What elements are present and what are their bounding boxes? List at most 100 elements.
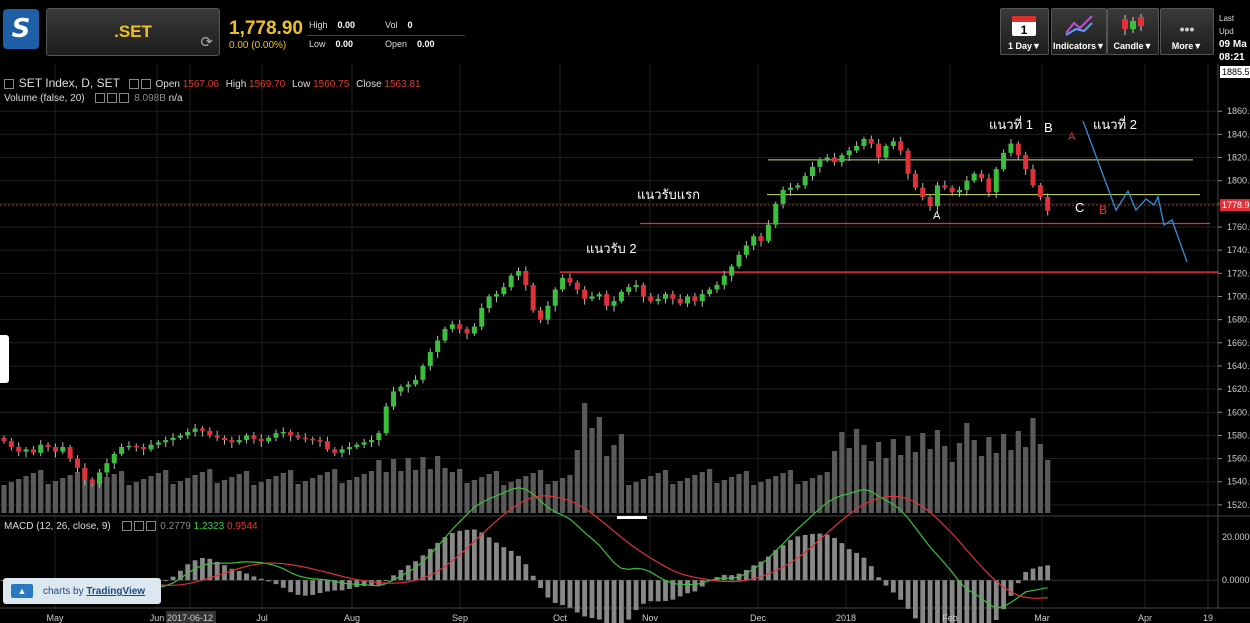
close-icon[interactable] [140, 79, 151, 90]
macd-histogram-bar [574, 580, 580, 613]
volume-bar [898, 455, 904, 513]
axis-top-badge [1220, 66, 1250, 78]
macd-histogram-bar [552, 580, 558, 603]
macd-histogram-bar [971, 580, 977, 623]
macd-histogram-bar [589, 580, 595, 619]
candle [596, 294, 602, 297]
tradingview-badge[interactable]: ▲ charts by TradingView [3, 578, 161, 604]
collapse-icon[interactable] [4, 79, 14, 90]
macd-histogram-bar [516, 555, 521, 581]
interval-button[interactable]: 1 1 Day▼ [1000, 8, 1049, 55]
macd-histogram-bar [1045, 565, 1051, 581]
volume-bar [207, 469, 213, 513]
volume-bar [501, 485, 507, 513]
candle [376, 433, 382, 441]
pane-resize-handle[interactable] [617, 516, 647, 519]
volume-bar [780, 473, 786, 513]
volume-bar [89, 483, 95, 513]
macd-histogram-bar [927, 580, 933, 623]
volume-bar [243, 471, 250, 513]
wave-c-label: C [1075, 200, 1084, 215]
candle [251, 435, 257, 439]
last-price-tag-label: 1778.9 [1222, 200, 1250, 210]
visibility-icon[interactable] [107, 93, 118, 104]
candle [258, 438, 264, 442]
macd-histogram-bar [641, 580, 646, 604]
candle [523, 271, 529, 285]
volume-bar [508, 482, 514, 513]
candle [516, 271, 521, 276]
settings-icon[interactable] [128, 79, 139, 90]
macd-histogram-bar [332, 580, 338, 591]
macd-histogram-bar [207, 558, 213, 581]
projection-line [1082, 120, 1188, 263]
volume-bar [38, 470, 44, 513]
macd-histogram-bar [780, 545, 786, 581]
volume-bar [8, 482, 14, 513]
volume-bar [714, 483, 720, 513]
volume-bar [655, 473, 661, 513]
macd-histogram-bar [663, 580, 668, 602]
macd-histogram-bar [391, 575, 396, 581]
macd-histogram-bar [464, 529, 470, 581]
volume-bar [427, 469, 433, 513]
candle [538, 310, 544, 320]
candle [824, 157, 830, 160]
volume-bar [537, 470, 544, 513]
candle [773, 203, 779, 225]
indicators-icon [1065, 15, 1093, 36]
visibility-icon[interactable] [133, 521, 144, 532]
volume-bar [751, 485, 757, 513]
tradingview-logo-icon: ▲ [11, 584, 33, 598]
candle [97, 472, 103, 485]
price-chart[interactable]: 1520.0 1540.0 1560.0 1580.0 1600.0 1620.0 1640… [0, 64, 1250, 623]
price-tick-label: 1700.0 [1227, 291, 1250, 301]
indicators-button[interactable]: Indicators▼ [1051, 8, 1107, 55]
symbol-selector[interactable]: .SET ⟳ [46, 8, 220, 56]
more-button[interactable]: ••• More▼ [1160, 8, 1214, 55]
volume-bar [942, 446, 948, 513]
volume-bar [376, 460, 382, 513]
settings-icon[interactable] [121, 521, 132, 532]
candle [626, 287, 632, 292]
candle [383, 406, 389, 434]
candle [457, 324, 463, 329]
volume-bar [170, 484, 176, 513]
macd-histogram-bar [236, 570, 242, 581]
main-legend: SET Index, D, SET Open 1567.06 High 1569… [4, 76, 421, 90]
macd-histogram-bar [310, 580, 316, 595]
volume-bar [626, 485, 632, 513]
volume-bar [155, 473, 161, 513]
candle [611, 301, 617, 306]
volume-bar [464, 483, 470, 513]
macd-histogram-bar [280, 580, 286, 588]
volume-bar [824, 472, 830, 513]
time-tick-label: Sep [452, 613, 468, 623]
close-icon[interactable] [119, 93, 130, 104]
macd-histogram-bar [560, 580, 565, 606]
volume-bar [758, 482, 764, 513]
volume-bar [133, 482, 139, 513]
candle [795, 185, 801, 188]
macd-histogram-bar [163, 580, 169, 582]
volume-bar [52, 481, 59, 513]
volume-bar [670, 484, 676, 513]
price-tick-label: 1720.0 [1227, 268, 1250, 278]
candle [883, 145, 889, 158]
side-panel-handle[interactable] [0, 335, 9, 383]
refresh-icon[interactable]: ⟳ [200, 34, 213, 51]
macd-legend: MACD (12, 26, close, 9) 0.2779 1.2323 0.… [4, 521, 258, 532]
volume-bar [846, 448, 852, 513]
close-icon[interactable] [145, 521, 156, 532]
volume-bar [1037, 444, 1043, 513]
macd-histogram-bar [398, 569, 404, 581]
price-tick-label: 1540.0 [1227, 477, 1250, 487]
volume-bar [707, 469, 713, 513]
macd-histogram-bar [1015, 580, 1021, 584]
settings-icon[interactable] [95, 93, 106, 104]
crosshair-date-badge [166, 611, 216, 623]
chart-type-button[interactable]: Candle▼ [1107, 8, 1159, 55]
candle [714, 284, 720, 290]
candle [898, 141, 904, 151]
volume-bar [111, 474, 117, 513]
